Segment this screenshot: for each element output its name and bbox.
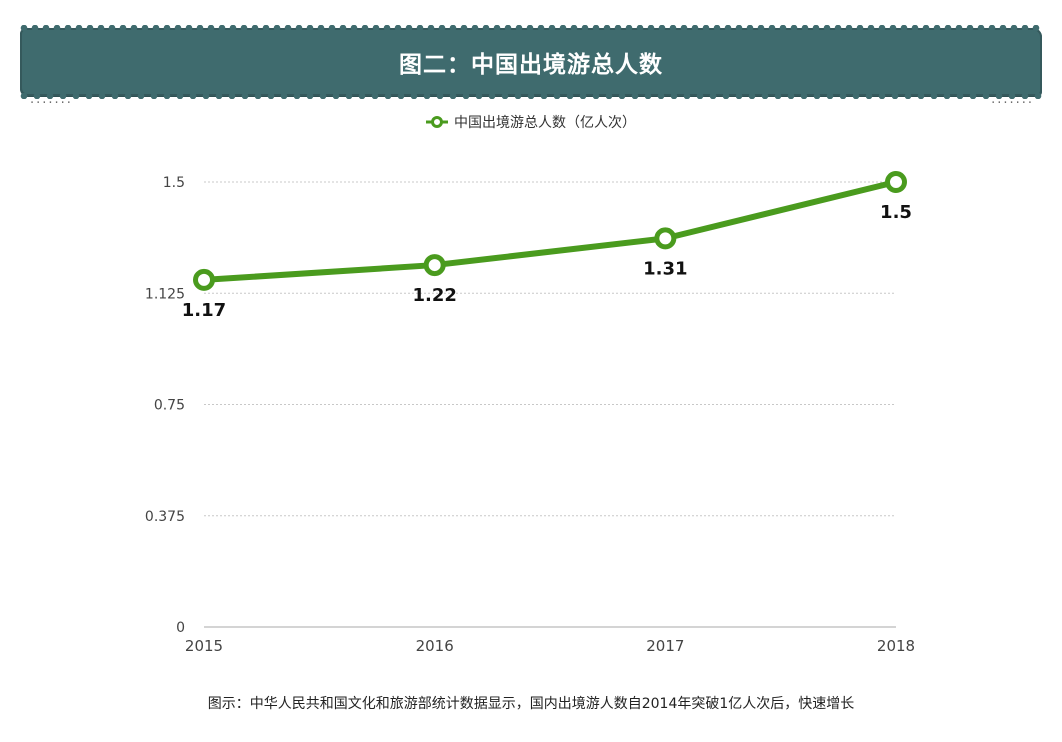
x-tick-label: 2015: [185, 637, 223, 655]
decorative-dots-right: ·······: [991, 96, 1034, 111]
title-banner: 图二：中国出境游总人数: [20, 25, 1042, 99]
data-label: 1.17: [182, 300, 226, 321]
data-point[interactable]: [193, 268, 215, 291]
decorative-dots-left: ·······: [30, 96, 73, 111]
data-label: 1.31: [643, 258, 687, 279]
data-label: 1.5: [880, 202, 912, 223]
footnote: 图示：中华人民共和国文化和旅游部统计数据显示，国内出境游人数自2014年突破1亿…: [207, 696, 855, 712]
data-label: 1.22: [412, 285, 456, 306]
legend[interactable]: 中国出境游总人数（亿人次）: [0, 112, 1062, 132]
series-line: [203, 179, 897, 283]
y-tick-label: 0: [176, 620, 185, 636]
x-tick-label: 2017: [646, 637, 684, 655]
legend-label: 中国出境游总人数（亿人次）: [454, 115, 636, 131]
data-point[interactable]: [423, 254, 446, 277]
chart-title: 图二：中国出境游总人数: [399, 52, 663, 78]
data-point[interactable]: [654, 227, 677, 250]
x-tick-label: 2018: [877, 637, 915, 655]
y-tick-label: 0.75: [154, 398, 185, 414]
x-tick-label: 2016: [416, 637, 454, 655]
y-tick-label: 0.375: [145, 509, 185, 525]
data-point[interactable]: [885, 171, 907, 193]
legend-circle-icon: [426, 116, 448, 128]
y-tick-label: 1.125: [145, 286, 185, 302]
y-tick-label: 1.5: [163, 175, 185, 191]
